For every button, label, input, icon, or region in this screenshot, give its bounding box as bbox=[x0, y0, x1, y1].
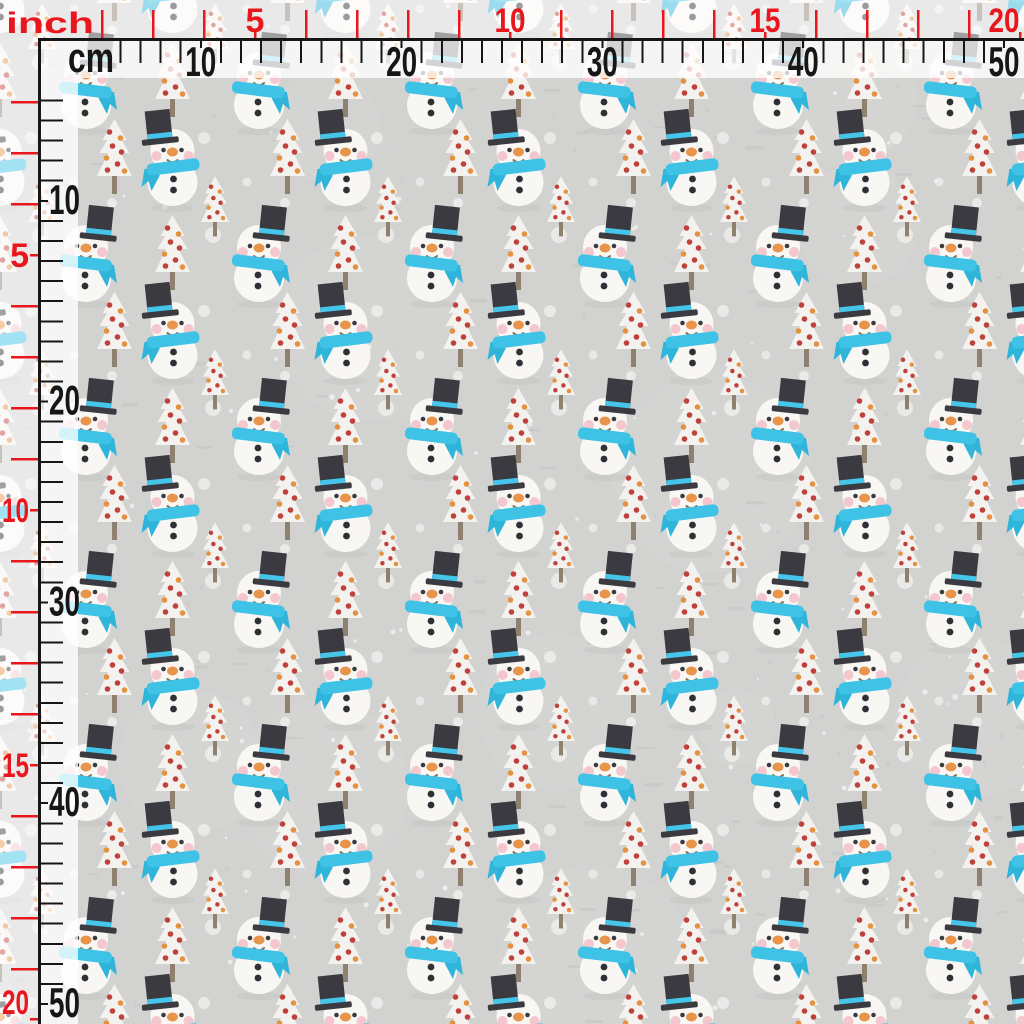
top-cm-label: cm bbox=[68, 34, 114, 81]
left-cm-number: 40 bbox=[49, 778, 80, 825]
left-cm-number: 10 bbox=[49, 176, 80, 223]
top-cm-number: 50 bbox=[989, 38, 1020, 85]
left-cm-number: 30 bbox=[49, 577, 80, 624]
top-inch-number: 20 bbox=[989, 2, 1020, 40]
top-cm-number: 20 bbox=[386, 38, 417, 85]
left-inch-number: 15 bbox=[2, 747, 29, 785]
left-cm-number: 20 bbox=[49, 377, 80, 424]
left-ruler-line bbox=[38, 38, 41, 1024]
left-ruler-svg: 5 10 15 20 10 20 30 40 50 bbox=[2, 38, 80, 1024]
left-inch-number: 20 bbox=[2, 984, 29, 1022]
top-inch-number: 15 bbox=[750, 2, 781, 40]
left-inch-ticks bbox=[11, 100, 38, 1021]
top-cm-number: 10 bbox=[185, 38, 216, 85]
top-cm-number: 30 bbox=[587, 38, 618, 85]
left-inch-number: 10 bbox=[2, 492, 29, 530]
top-ruler-line bbox=[38, 38, 1024, 41]
top-inch-number: 5 bbox=[246, 2, 265, 40]
top-inch-ticks bbox=[100, 10, 1022, 38]
left-inch-number: 5 bbox=[10, 237, 29, 275]
left-cm-ticks bbox=[41, 99, 63, 1005]
left-cm-number: 50 bbox=[49, 979, 80, 1024]
top-cm-ticks bbox=[119, 41, 1005, 63]
top-inch-label: inch bbox=[6, 7, 94, 40]
top-cm-number: 40 bbox=[788, 38, 819, 85]
top-inch-number: 10 bbox=[495, 2, 526, 40]
